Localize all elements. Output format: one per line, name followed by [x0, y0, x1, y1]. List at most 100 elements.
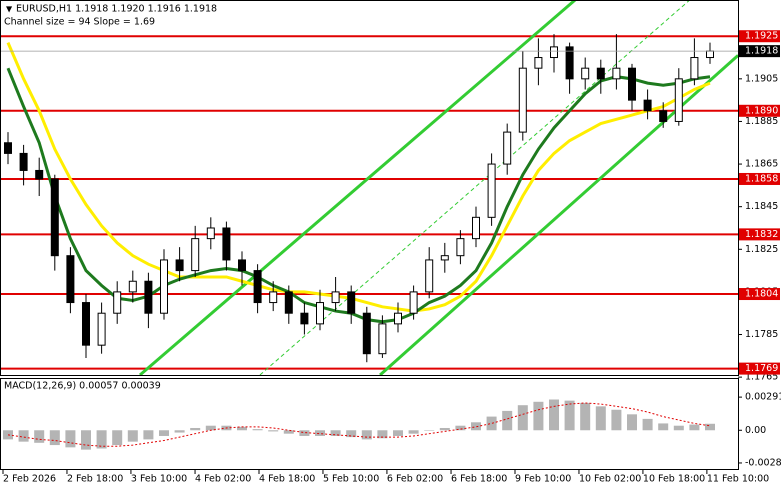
- macd-signal: [7, 402, 711, 447]
- candle-body: [440, 255, 449, 261]
- level-label: 1.1832: [745, 229, 778, 240]
- chart-title: EURUSD,H1 1.1918 1.1920 1.1916 1.1918: [16, 4, 217, 15]
- x-tick-label: 3 Feb 10:00: [131, 474, 187, 485]
- x-tick-label: 6 Feb 18:00: [451, 474, 507, 485]
- y-tick-label: 1.1785: [745, 329, 778, 340]
- candle-body: [425, 259, 434, 293]
- macd-bar: [96, 430, 107, 449]
- macd-bar: [549, 399, 559, 431]
- macd-bar: [533, 401, 544, 431]
- candle-body: [160, 259, 168, 314]
- y-tick-label: 1.1825: [745, 244, 778, 255]
- candle-body: [409, 291, 418, 314]
- candle-body: [487, 163, 496, 218]
- candle-body: [565, 46, 574, 80]
- macd-bar: [65, 430, 76, 448]
- level-label-box: [739, 172, 780, 185]
- macd-bar: [564, 400, 575, 431]
- macd-bar: [642, 418, 653, 431]
- candle-body: [144, 280, 153, 314]
- macd-bar: [190, 427, 201, 431]
- macd-bar: [658, 423, 669, 431]
- x-tick-label: 6 Feb 02:00: [387, 474, 443, 485]
- x-tick-label: 5 Feb 10:00: [323, 474, 379, 485]
- candle-body: [82, 302, 90, 346]
- candle-body: [300, 312, 309, 325]
- y-tick-label: -0.00287: [745, 457, 781, 468]
- macd-bar: [393, 430, 403, 436]
- macd-bar: [439, 427, 450, 431]
- candle-body: [4, 142, 12, 154]
- candle-body: [362, 312, 371, 355]
- x-tick-label: 2 Feb 18:00: [67, 474, 123, 485]
- candle-body: [456, 238, 465, 257]
- candle-body: [269, 291, 278, 304]
- candle-body: [316, 302, 324, 325]
- candle-body: [612, 67, 621, 80]
- macd-bar: [49, 430, 60, 446]
- candle-body: [128, 280, 137, 293]
- candle-body: [97, 312, 106, 346]
- candle-body: [596, 67, 605, 80]
- candle-body: [222, 227, 231, 261]
- candle-body: [690, 57, 699, 80]
- level-label: 1.1804: [745, 289, 778, 300]
- candle-body: [175, 259, 184, 272]
- candle-body: [550, 46, 558, 59]
- moving-average: [6, 67, 711, 324]
- x-tick-label: 2 Feb 2026: [3, 474, 56, 485]
- current-price-label: 1.1918: [745, 46, 778, 57]
- level-label: 1.1925: [745, 31, 778, 42]
- y-tick-label: 1.1885: [745, 116, 778, 127]
- macd-bar: [299, 430, 310, 436]
- plot-area: [1, 0, 740, 450]
- candle-body: [472, 216, 480, 240]
- macd-bar: [689, 424, 700, 431]
- x-tick-label: 4 Feb 02:00: [195, 474, 251, 485]
- level-label: 1.1858: [745, 173, 778, 184]
- macd-title: MACD(12,26,9) 0.00057 0.00039: [4, 381, 161, 392]
- x-tick-label: 10 Feb 18:00: [643, 474, 705, 485]
- macd-bar: [611, 409, 622, 431]
- candle-body: [706, 50, 714, 59]
- macd-frame: [0, 378, 739, 470]
- level-label-box: [739, 362, 780, 375]
- macd-bar: [159, 430, 169, 436]
- candle-body: [659, 110, 668, 122]
- y-tick-label: 1.1865: [745, 159, 778, 170]
- candle-body: [19, 152, 28, 171]
- level-label-box: [739, 30, 780, 43]
- arrow-icon: ▼: [6, 5, 13, 14]
- macd-bar: [502, 410, 513, 431]
- candle-body: [394, 312, 402, 325]
- macd-bar: [127, 430, 138, 442]
- y-tick-label: 0.00291: [745, 392, 781, 403]
- candle-body: [50, 178, 59, 257]
- macd-bar: [18, 430, 29, 442]
- level-label-box: [739, 104, 780, 117]
- candle-body: [66, 255, 75, 304]
- y-tick-label: 0.00: [745, 425, 766, 436]
- candle-body: [674, 78, 683, 122]
- macd-bar: [112, 430, 123, 446]
- macd-bar: [408, 430, 419, 434]
- macd-bar: [315, 430, 325, 436]
- macd-bar: [205, 425, 216, 431]
- macd-bar: [283, 430, 294, 434]
- macd-bar: [580, 402, 591, 431]
- macd-bar: [81, 430, 91, 450]
- macd-bar: [361, 430, 372, 440]
- level-label-box: [739, 288, 780, 301]
- y-tick-label: 1.1765: [745, 372, 778, 383]
- candle-body: [253, 270, 262, 304]
- macd-bar: [673, 425, 684, 431]
- macd-bar: [595, 406, 606, 431]
- macd-bar: [627, 414, 637, 431]
- level-label-box: [739, 228, 780, 241]
- macd-bar: [143, 430, 154, 440]
- level-label: 1.1890: [745, 105, 778, 116]
- candle-body: [331, 291, 340, 304]
- candle-body: [347, 291, 356, 314]
- main-frame: [0, 0, 739, 376]
